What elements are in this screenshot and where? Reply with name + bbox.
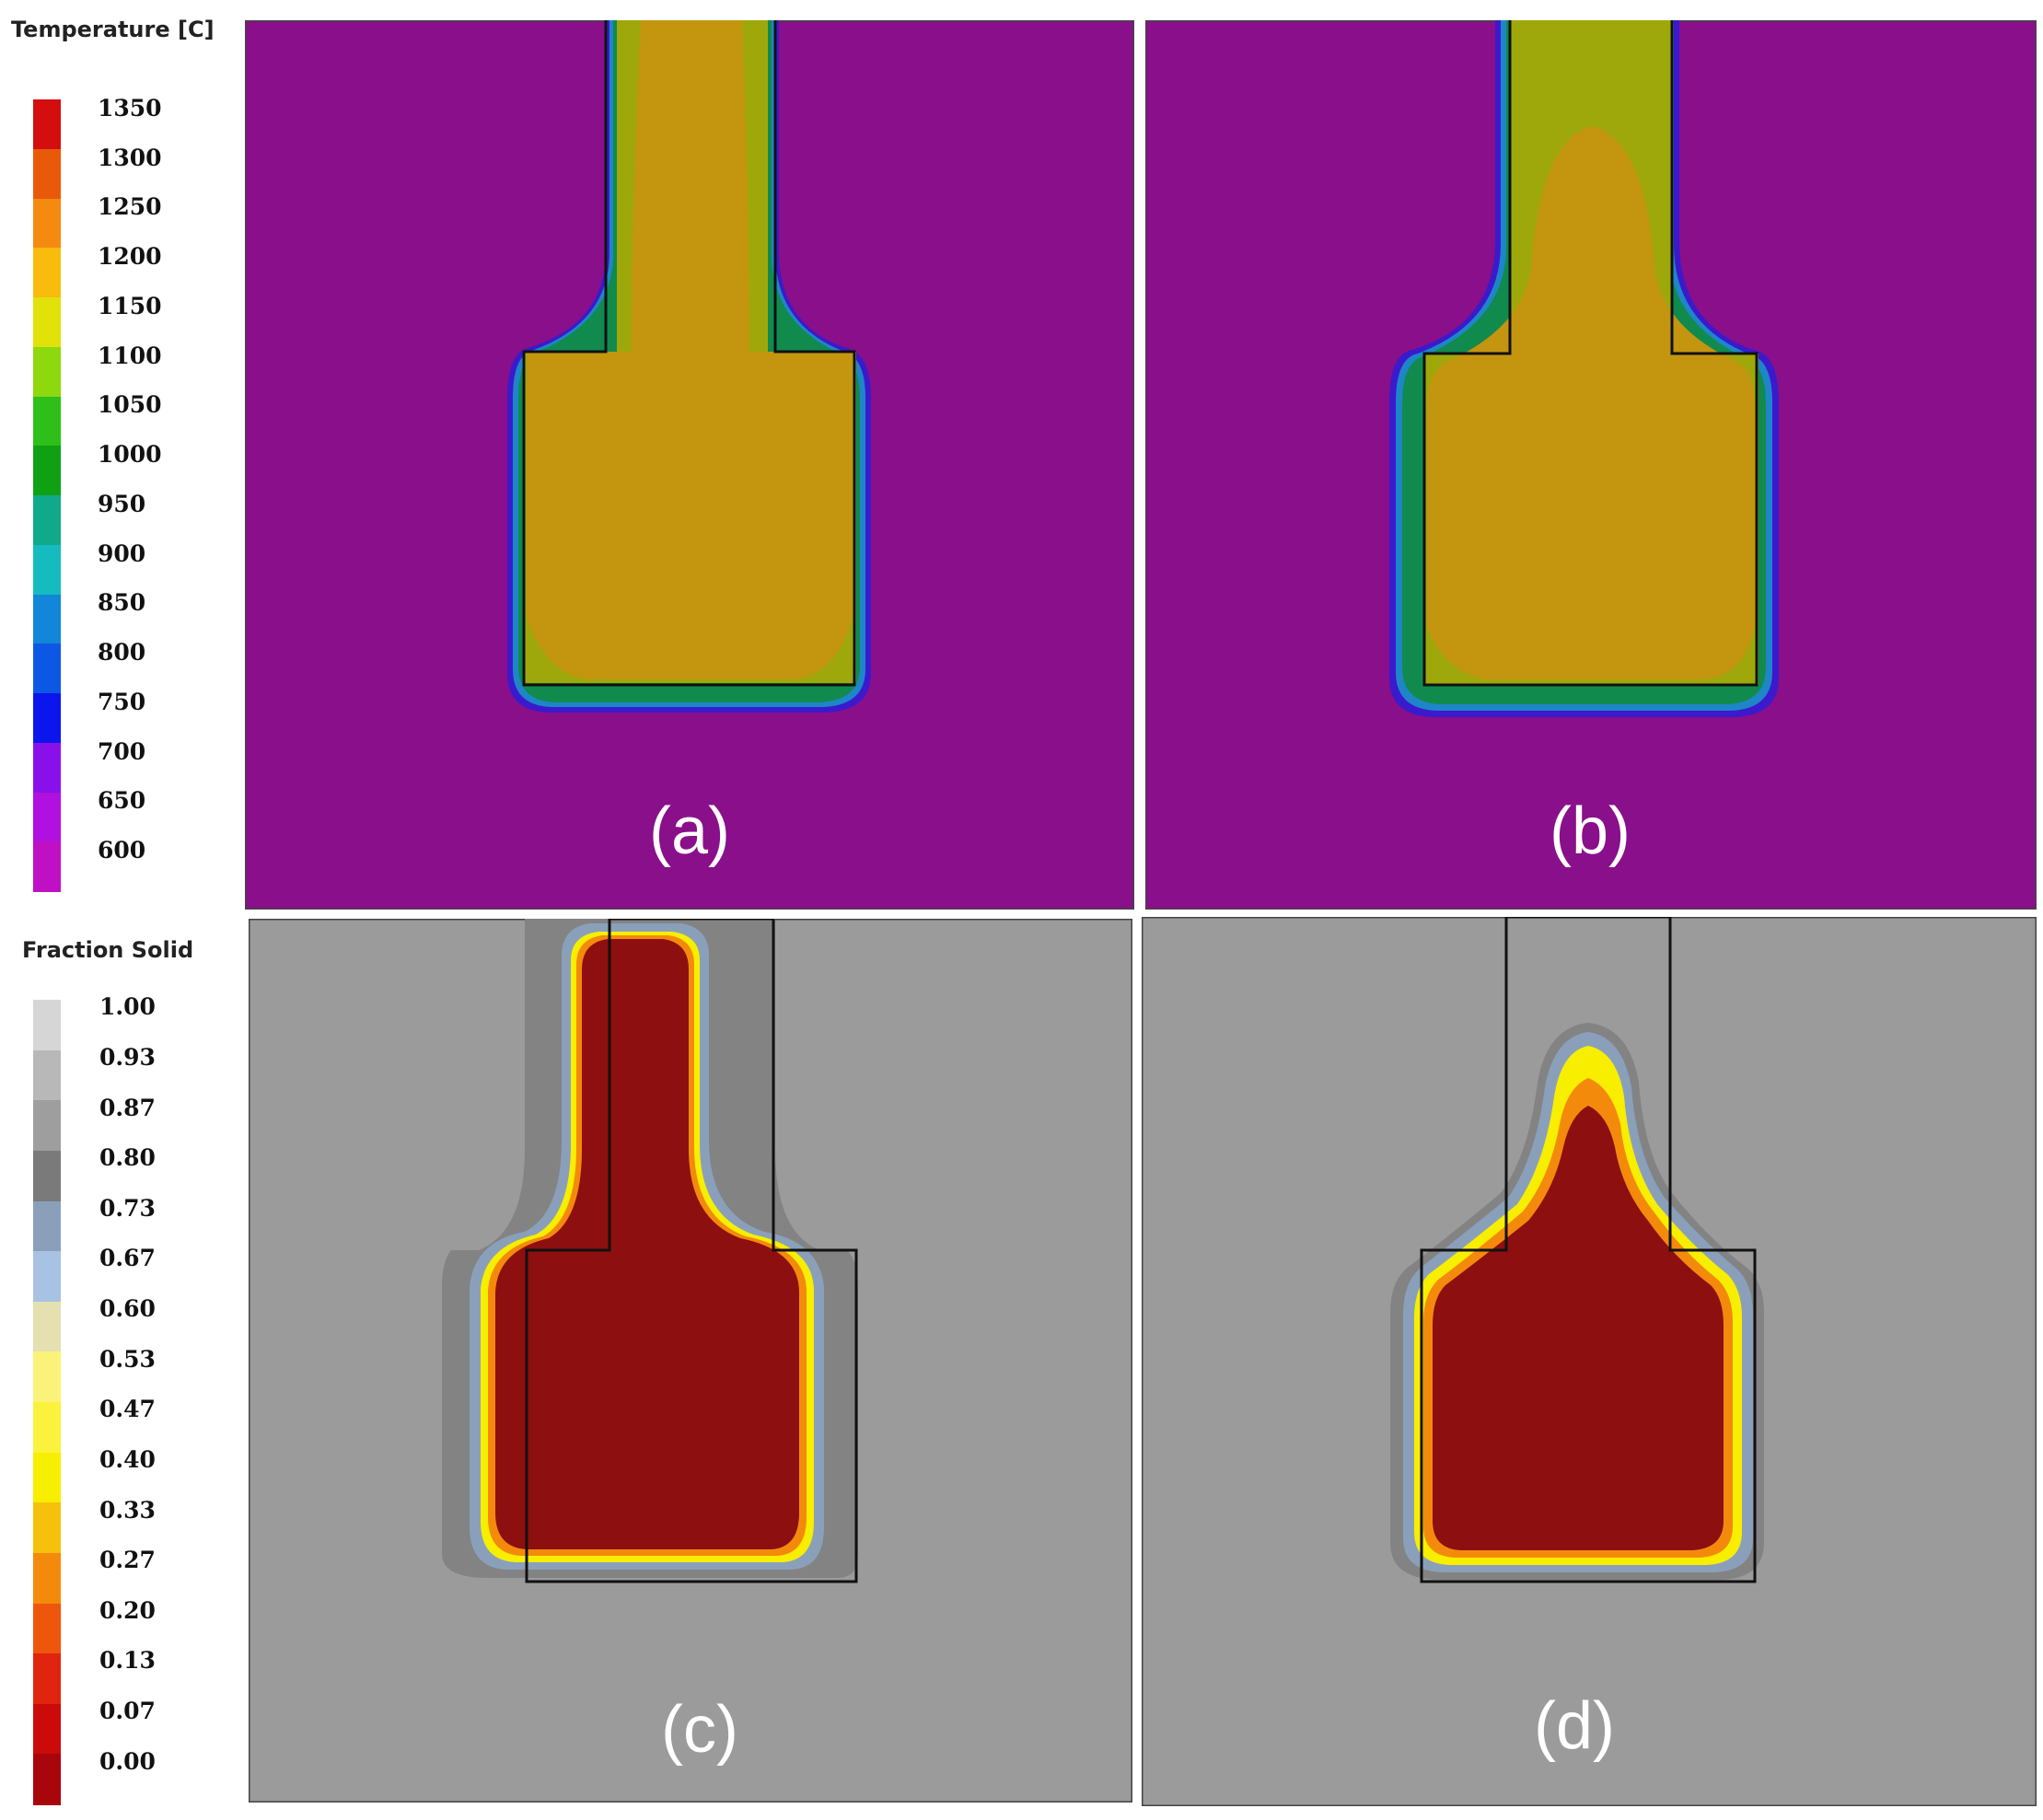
panel-a-temperature: (a) <box>245 20 1134 910</box>
temperature-legend-swatch <box>33 297 61 348</box>
temperature-legend-swatch <box>33 446 61 496</box>
temperature-legend-label: 1150 <box>98 292 162 319</box>
fraction-solid-legend-label: 0.13 <box>99 1647 156 1675</box>
temperature-legend-label: 1300 <box>98 144 162 171</box>
temperature-legend-label: 600 <box>98 837 146 864</box>
fraction-solid-legend-label: 0.93 <box>99 1043 156 1071</box>
fraction-solid-legend-swatch <box>33 1402 61 1454</box>
fraction-solid-legend-swatch <box>33 1200 61 1252</box>
fraction-solid-legend-swatch <box>33 1703 61 1755</box>
casting-outline <box>522 20 856 687</box>
temperature-legend-label: 650 <box>98 787 146 815</box>
temperature-legend-label: 1000 <box>98 441 162 469</box>
temperature-legend-swatch <box>33 148 61 199</box>
casting-hot-core <box>527 20 853 679</box>
temperature-legend-label: 1250 <box>98 193 162 221</box>
temperature-legend-label: 950 <box>98 490 146 517</box>
fraction-solid-legend-swatch <box>33 1301 61 1352</box>
temperature-legend-title: Temperature [C] <box>11 17 215 42</box>
temperature-legend-swatch <box>33 396 61 446</box>
fraction-solid-legend-label: 0.67 <box>99 1245 156 1272</box>
temperature-legend-label: 800 <box>98 639 146 667</box>
temperature-legend-swatch <box>33 99 61 150</box>
temperature-legend-swatch <box>33 742 61 793</box>
temperature-legend-label: 1050 <box>98 391 162 419</box>
fraction-solid-legend-swatch <box>33 1653 61 1705</box>
fraction-solid-legend-label: 0.80 <box>99 1144 156 1172</box>
panel-label-c: (c) <box>661 1693 738 1767</box>
panel-b-temperature: (b) <box>1145 20 2037 910</box>
temperature-legend-label: 850 <box>98 589 146 617</box>
panel-d-fraction-solid: (d) <box>1142 917 2037 1806</box>
fraction-solid-legend-label: 0.40 <box>99 1445 156 1473</box>
fraction-solid-legend-swatch <box>33 1452 61 1503</box>
fraction-solid-legend-label: 0.87 <box>99 1094 156 1121</box>
fraction-solid-legend-swatch <box>33 1552 61 1604</box>
temperature-legend-swatch <box>33 594 61 644</box>
liquid-core <box>1433 1106 1724 1550</box>
casting-hot-core <box>1427 126 1755 679</box>
panel-c-fraction-solid: (c) <box>249 919 1132 1803</box>
temperature-legend-swatch <box>33 198 61 249</box>
temperature-legend-label: 700 <box>98 737 146 765</box>
temperature-legend-swatch <box>33 544 61 595</box>
fraction-solid-legend-swatch <box>33 1603 61 1654</box>
temperature-legend-label: 1100 <box>98 342 162 369</box>
temperature-colorbar <box>33 99 61 892</box>
casting-outline <box>1420 917 1757 1583</box>
fraction-solid-legend-swatch <box>33 1351 61 1403</box>
fraction-solid-legend-title: Fraction Solid <box>22 937 194 963</box>
fraction-solid-legend-label: 0.53 <box>99 1345 156 1373</box>
fraction-solid-legend-swatch <box>33 1754 61 1805</box>
temperature-legend-label: 1200 <box>98 243 162 271</box>
fraction-solid-legend-label: 0.47 <box>99 1396 156 1423</box>
panel-label-a: (a) <box>649 794 730 868</box>
fraction-solid-legend-label: 0.33 <box>99 1496 156 1524</box>
fraction-solid-legend-label: 0.20 <box>99 1596 156 1624</box>
temperature-legend-swatch <box>33 495 61 546</box>
temperature-legend-swatch <box>33 693 61 744</box>
casting-outline <box>1422 20 1759 687</box>
panel-label-b: (b) <box>1550 794 1631 868</box>
temperature-legend-label: 1350 <box>98 94 162 122</box>
fraction-solid-legend-swatch <box>33 1150 61 1201</box>
fraction-solid-legend-swatch <box>33 1049 61 1101</box>
fraction-solid-legend-label: 0.07 <box>99 1698 156 1725</box>
temperature-legend-swatch <box>33 792 61 842</box>
fraction-solid-legend-label: 0.60 <box>99 1295 156 1323</box>
fraction-solid-legend-label: 0.73 <box>99 1194 156 1222</box>
temperature-legend-swatch <box>33 248 61 298</box>
temperature-legend-swatch <box>33 841 61 892</box>
temperature-legend-label: 900 <box>98 539 146 567</box>
liquid-core <box>495 939 799 1549</box>
fraction-solid-legend-swatch <box>33 1251 61 1303</box>
fraction-solid-colorbar <box>33 1000 61 1805</box>
temperature-legend-label: 750 <box>98 688 146 715</box>
fraction-solid-legend-label: 1.00 <box>99 993 156 1021</box>
panel-label-d: (d) <box>1534 1689 1615 1763</box>
fraction-solid-legend-label: 0.27 <box>99 1547 156 1574</box>
fraction-solid-legend-swatch <box>33 1100 61 1152</box>
temperature-legend-swatch <box>33 346 61 397</box>
casting-outline <box>525 919 858 1583</box>
fraction-solid-legend-swatch <box>33 1000 61 1051</box>
temperature-legend-swatch <box>33 643 61 694</box>
fraction-solid-legend-label: 0.00 <box>99 1747 156 1775</box>
fraction-solid-legend-swatch <box>33 1502 61 1554</box>
